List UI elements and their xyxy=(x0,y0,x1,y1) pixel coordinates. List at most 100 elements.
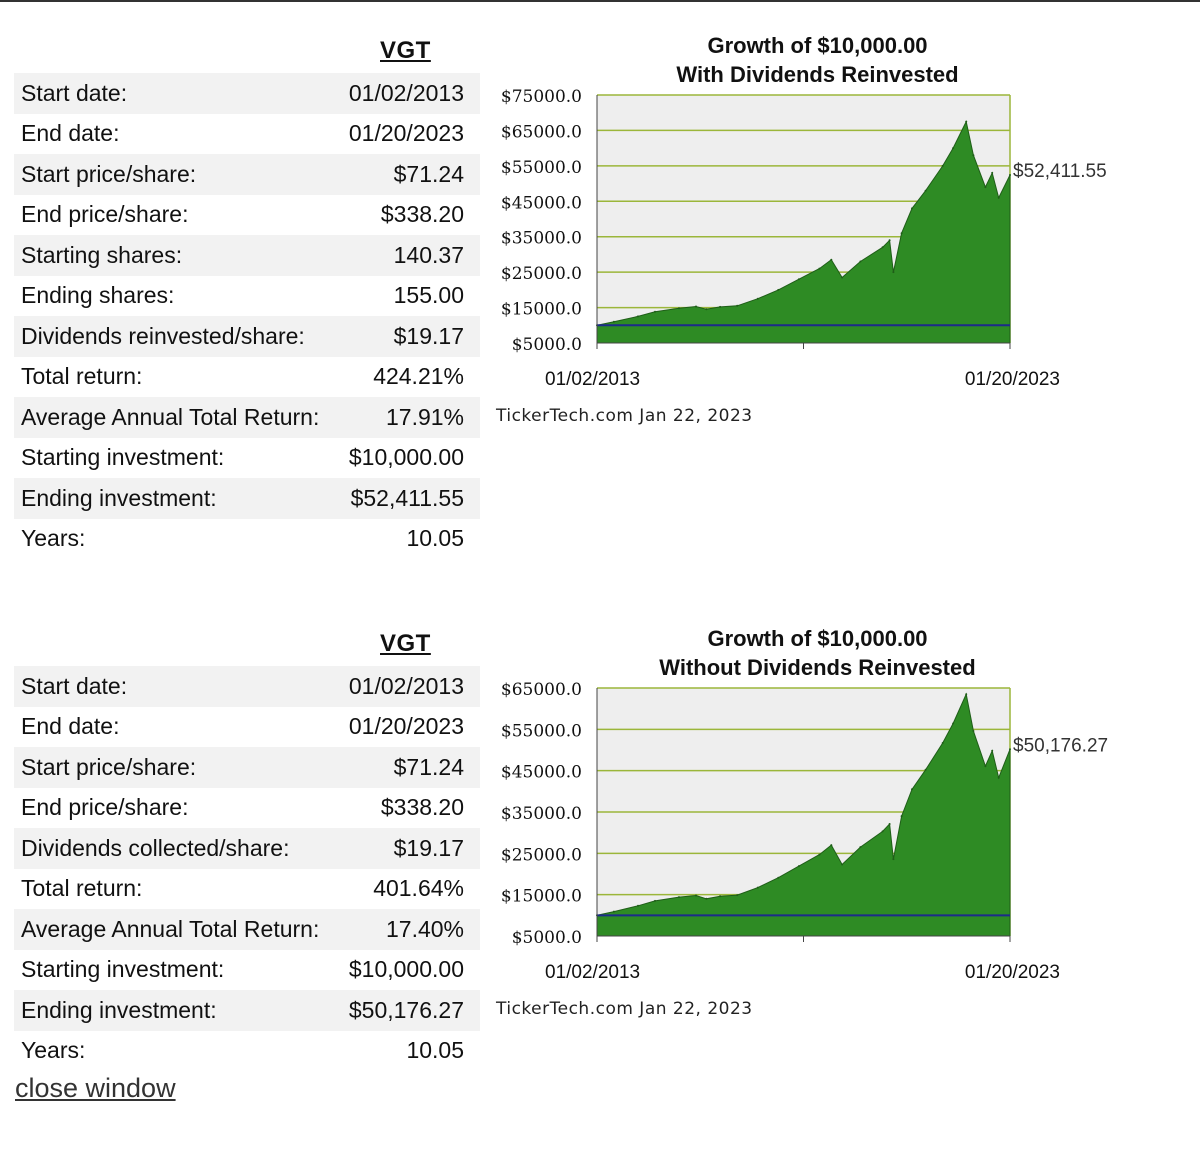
data-point xyxy=(695,305,697,308)
data-point xyxy=(777,876,780,879)
data-point xyxy=(859,260,862,263)
stat-label: Start date: xyxy=(14,73,338,114)
data-point xyxy=(892,858,895,861)
stat-value: $19.17 xyxy=(337,828,480,869)
data-point xyxy=(830,258,833,261)
data-point xyxy=(637,904,639,907)
stat-row: Starting investment: $10,000.00 xyxy=(14,950,480,991)
stat-row: End date: 01/20/2023 xyxy=(14,707,480,748)
data-point xyxy=(678,307,680,310)
y-tick-label: $65000.0 xyxy=(501,680,582,700)
data-point xyxy=(719,305,722,308)
stat-label: Total return: xyxy=(21,875,143,902)
data-point xyxy=(984,186,987,189)
data-point xyxy=(736,304,739,307)
stats-table: Start date: 01/02/2013 End date: 01/20/2023… xyxy=(14,73,480,559)
y-tick-label: $75000.0 xyxy=(501,87,582,107)
stat-value: $50,176.27 xyxy=(337,990,480,1031)
y-tick-label: $55000.0 xyxy=(501,721,582,741)
stat-value: $338.20 xyxy=(380,794,464,821)
stats-body: Start date: 01/02/2013 End date: 01/20/2023… xyxy=(14,666,480,1071)
stat-value: 155.00 xyxy=(393,282,464,309)
y-tick-label: $15000.0 xyxy=(501,887,582,907)
data-point xyxy=(818,853,821,856)
stat-label: Years: xyxy=(21,1037,86,1064)
source-credit: TickerTech.com Jan 22, 2023 xyxy=(495,999,753,1019)
x-start-label: 01/02/2013 xyxy=(545,369,640,390)
data-point xyxy=(612,320,615,323)
data-point xyxy=(859,846,862,849)
close-window-link[interactable]: close window xyxy=(15,1073,176,1103)
top-border xyxy=(0,0,1200,2)
stat-row: Start date: 01/02/2013 xyxy=(14,666,480,707)
data-point xyxy=(654,899,656,902)
data-point xyxy=(654,310,656,313)
stats-body: Start date: 01/02/2013 End date: 01/20/2023… xyxy=(14,73,480,559)
chart-title-line1: Growth of $10,000.00 xyxy=(707,626,928,651)
stat-row: Dividends reinvested/share: $19.17 xyxy=(14,316,480,357)
chart-title-line2: With Dividends Reinvested xyxy=(676,62,959,87)
stat-value: 17.40% xyxy=(337,909,480,950)
stat-label: Ending shares: xyxy=(21,282,175,309)
stat-label: Average Annual Total Return: xyxy=(14,909,338,950)
data-point xyxy=(719,895,722,898)
y-tick-label: $55000.0 xyxy=(501,158,582,178)
data-point xyxy=(911,207,913,210)
data-point xyxy=(972,730,975,732)
stat-value: $338.20 xyxy=(380,201,464,228)
stat-label: Starting investment: xyxy=(21,956,225,983)
stat-value: $71.24 xyxy=(337,747,480,788)
data-point xyxy=(997,196,1000,199)
stat-label: Start price/share: xyxy=(14,154,338,195)
y-tick-label: $45000.0 xyxy=(501,763,582,783)
y-tick-label: $25000.0 xyxy=(501,264,582,284)
data-point xyxy=(881,830,884,833)
x-start-label: 01/02/2013 xyxy=(545,962,640,983)
stat-row: Total return: 401.64% xyxy=(14,869,480,910)
stat-value: $71.24 xyxy=(337,154,480,195)
stat-row: Years: 10.05 xyxy=(14,1031,480,1072)
stat-row: Average Annual Total Return: 17.40% xyxy=(14,909,480,950)
stat-row: End price/share: $338.20 xyxy=(14,788,480,829)
data-point xyxy=(756,886,759,889)
end-value-label: $50,176.27 xyxy=(1013,735,1108,756)
y-tick-label: $35000.0 xyxy=(501,229,582,249)
data-point xyxy=(972,154,975,157)
stat-value: 01/02/2013 xyxy=(337,73,480,114)
data-point xyxy=(841,276,844,279)
data-point xyxy=(941,742,944,744)
stats-table: Start date: 01/02/2013 End date: 01/20/2023… xyxy=(14,666,480,1071)
ticker-symbol: VGT xyxy=(380,630,431,657)
stat-value: $52,411.55 xyxy=(337,478,480,519)
stat-label: End price/share: xyxy=(21,794,189,821)
stat-value: $10,000.00 xyxy=(348,444,464,471)
data-point xyxy=(818,267,821,270)
y-tick-label: $5000.0 xyxy=(512,335,582,355)
data-point xyxy=(705,897,708,900)
growth-chart-without-dividends: $65000.0 $55000.0 $45000.0 $35000.0 $25000.0… xyxy=(495,680,1108,1019)
x-end-label: 01/20/2023 xyxy=(965,962,1060,983)
data-point xyxy=(797,278,800,281)
data-point xyxy=(888,823,891,825)
stat-row: Average Annual Total Return: 17.91% xyxy=(14,397,480,438)
data-point xyxy=(797,865,800,868)
stat-value: 01/02/2013 xyxy=(337,666,480,707)
data-point xyxy=(924,768,927,771)
stat-value: 401.64% xyxy=(373,875,464,902)
stat-label: Ending investment: xyxy=(14,478,338,519)
stat-label: End date: xyxy=(21,120,120,147)
stat-label: Total return: xyxy=(21,363,143,390)
stat-value: 17.91% xyxy=(337,397,480,438)
growth-chart-with-dividends: $75000.0 $65000.0 $55000.0 $45000.0 $35000.0… xyxy=(495,87,1107,426)
stat-label: Start date: xyxy=(14,666,338,707)
stat-label: Starting investment: xyxy=(21,444,225,471)
stat-label: Average Annual Total Return: xyxy=(14,397,338,438)
data-point xyxy=(911,788,913,791)
data-point xyxy=(991,749,994,752)
stat-value: $10,000.00 xyxy=(348,956,464,983)
stat-value: 01/20/2023 xyxy=(348,713,464,740)
stat-row: End date: 01/20/2023 xyxy=(14,114,480,155)
y-tick-label: $25000.0 xyxy=(501,845,582,865)
stat-label: Starting shares: xyxy=(14,235,338,276)
chart-title-line1: Growth of $10,000.00 xyxy=(707,33,928,58)
